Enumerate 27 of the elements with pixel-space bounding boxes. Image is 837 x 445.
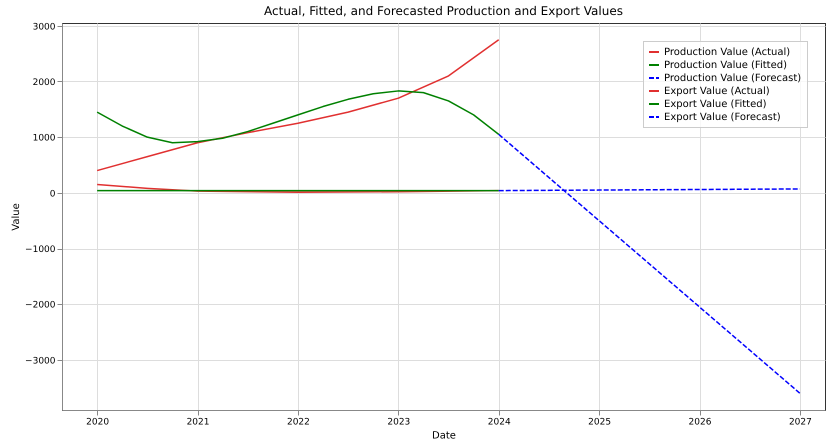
x-tick-label: 2026 [688,418,712,428]
y-axis-title: Value [11,203,22,231]
legend-label: Export Value (Actual) [664,86,770,97]
x-tick-label: 2023 [387,418,410,428]
y-tick-label: −1000 [25,245,56,256]
legend-label: Production Value (Forecast) [664,73,802,84]
y-tick-label: 3000 [32,22,56,32]
x-axis-title: Date [432,430,456,442]
legend-label: Production Value (Fitted) [664,60,788,71]
line-series [96,38,500,172]
y-tick-label: 2000 [32,78,56,88]
line-series [498,134,801,394]
legend-label: Production Value (Actual) [664,47,790,58]
x-tick-label: 2027 [788,418,812,428]
y-tick-label: −2000 [25,300,56,311]
y-tick-label: −3000 [25,356,56,366]
legend-label: Export Value (Forecast) [664,112,781,123]
chart-title: Actual, Fitted, and Forecasted Production and Export Values [264,4,623,18]
x-tick-label: 2024 [488,418,511,428]
x-tick-label: 2020 [86,418,110,428]
legend-label: Export Value (Fitted) [664,99,767,110]
y-tick-label: 0 [50,189,56,200]
line-series [96,90,500,144]
y-tick-label: 1000 [32,134,56,144]
x-tick-label: 2021 [186,418,210,428]
x-tick-label: 2025 [588,418,612,428]
x-tick-label: 2022 [286,418,310,428]
